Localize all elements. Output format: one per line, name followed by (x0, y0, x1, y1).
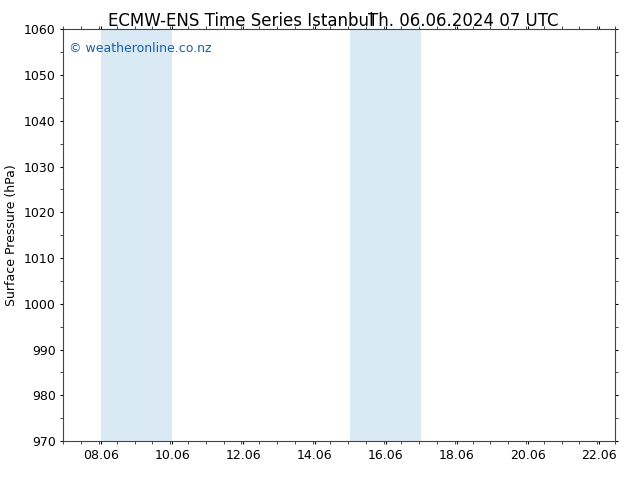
Text: Th. 06.06.2024 07 UTC: Th. 06.06.2024 07 UTC (368, 12, 558, 30)
Y-axis label: Surface Pressure (hPa): Surface Pressure (hPa) (5, 164, 18, 306)
Text: ECMW-ENS Time Series Istanbul: ECMW-ENS Time Series Istanbul (108, 12, 373, 30)
Bar (101, 29, 137, 441)
Bar (350, 29, 386, 441)
Text: © weatheronline.co.nz: © weatheronline.co.nz (69, 42, 211, 55)
Bar (137, 29, 172, 441)
Bar (386, 29, 422, 441)
